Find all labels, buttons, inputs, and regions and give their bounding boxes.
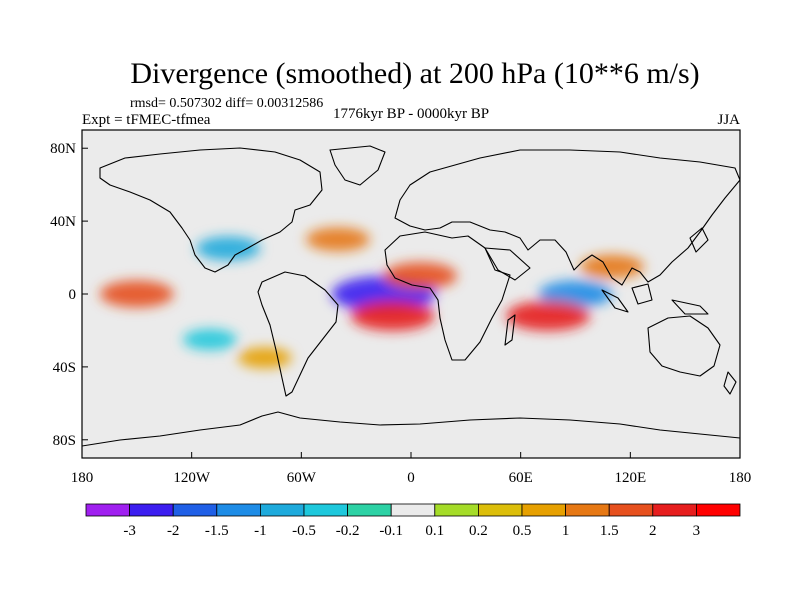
colorbar-box (696, 504, 740, 516)
colorbar-box (566, 504, 610, 516)
x-tick-label: 60W (287, 470, 317, 486)
colorbar-label: 0.2 (469, 523, 488, 539)
colorbar-box (217, 504, 261, 516)
colorbar-box (304, 504, 348, 516)
y-tick-label: 40N (50, 214, 76, 230)
colorbar-label: 2 (649, 523, 657, 539)
colorbar-label: 0.1 (425, 523, 444, 539)
colorbar-box (130, 504, 174, 516)
colorbar-label: 0.5 (513, 523, 532, 539)
y-tick-label: 80S (53, 433, 76, 449)
colorbar-box (348, 504, 392, 516)
field-blob (183, 329, 237, 350)
x-tick-label: 0 (407, 470, 415, 486)
colorbar-box (260, 504, 304, 516)
colorbar-label: -1.5 (205, 523, 229, 539)
season-label: JJA (717, 112, 740, 128)
experiment-label: Expt = tFMEC-tfmea (82, 112, 211, 128)
colorbar-label: -0.2 (336, 523, 360, 539)
x-tick-label: 120W (173, 470, 211, 486)
field-blob (196, 236, 260, 260)
colorbar-box (391, 504, 435, 516)
colorbar-label: 3 (693, 523, 701, 539)
colorbar-label: -2 (167, 523, 180, 539)
y-tick-label: 40S (53, 360, 76, 376)
colorbar-label: -0.1 (379, 523, 403, 539)
x-tick-label: 60E (509, 470, 533, 486)
divergence-map-figure: Divergence (smoothed) at 200 hPa (10**6 … (0, 0, 800, 600)
field-blob (306, 227, 370, 251)
colorbar-label: 1 (562, 523, 570, 539)
colorbar-box (173, 504, 217, 516)
y-tick-label: 80N (50, 141, 76, 157)
colorbar-label: 1.5 (600, 523, 619, 539)
field-blob (506, 301, 590, 331)
colorbar-box (522, 504, 566, 516)
colorbar: -3 -2 -1.5 -1 -0.5 -0.2 -0.1 0.1 0.2 0.5 1 1.5 2 3 (86, 504, 740, 539)
colorbar-label: -1 (254, 523, 267, 539)
x-tick-label: 120E (614, 470, 646, 486)
map-panel (82, 130, 740, 458)
colorbar-label: -3 (123, 523, 136, 539)
period-label: 1776kyr BP - 0000kyr BP (333, 106, 489, 122)
x-tick-label: 180 (729, 470, 752, 486)
colorbar-box (609, 504, 653, 516)
field-blob (351, 301, 435, 331)
x-tick-label: 180 (71, 470, 94, 486)
colorbar-label: -0.5 (292, 523, 316, 539)
field-blob (238, 347, 292, 368)
chart-title: Divergence (smoothed) at 200 hPa (10**6 … (130, 57, 699, 90)
colorbar-box (653, 504, 697, 516)
stats-string: rmsd= 0.507302 diff= 0.00312586 (130, 96, 323, 111)
field-blob (100, 281, 174, 308)
colorbar-box (86, 504, 130, 516)
colorbar-box (435, 504, 479, 516)
field-blob (580, 255, 644, 279)
colorbar-box (478, 504, 522, 516)
y-tick-label: 0 (69, 287, 77, 303)
